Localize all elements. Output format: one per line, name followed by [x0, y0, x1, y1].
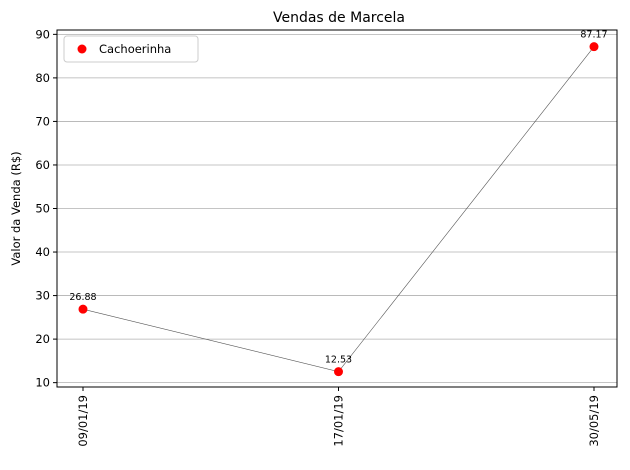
y-axis-label: Valor da Venda (R$) [9, 151, 23, 265]
legend-entry: Cachoerinha [99, 42, 171, 56]
x-tick-label: 30/05/19 [587, 395, 601, 447]
gridlines [57, 33, 617, 384]
y-tick-label: 40 [35, 245, 50, 259]
series-layer: 26.88 12.53 87.17 [69, 30, 608, 377]
data-label: 26.88 [69, 292, 96, 303]
y-tick-label: 80 [35, 71, 50, 85]
data-point [78, 304, 88, 314]
legend-box [63, 35, 199, 63]
y-tick-label: 60 [35, 158, 50, 172]
y-tick-label: 50 [35, 202, 50, 216]
data-point [334, 367, 343, 377]
x-axis: 09/01/19 17/01/19 30/05/19 [76, 387, 601, 447]
data-label: 87.17 [580, 30, 607, 41]
chart-title: Vendas de Marcela [273, 10, 405, 26]
x-tick-label: 17/01/19 [332, 395, 346, 447]
legend-marker [77, 44, 87, 54]
legend: Cachoerinha [63, 35, 199, 63]
series-line [82, 46, 595, 372]
y-tick-label: 90 [35, 27, 50, 41]
x-tick-label: 09/01/19 [76, 395, 90, 447]
y-tick-label: 20 [35, 332, 50, 346]
data-label: 12.53 [325, 355, 352, 366]
y-tick-label: 10 [35, 376, 50, 390]
y-axis: 10 20 30 40 50 60 70 80 90 [35, 27, 57, 390]
y-tick-label: 30 [35, 289, 50, 303]
y-tick-label: 70 [35, 114, 50, 128]
data-point [589, 42, 599, 52]
